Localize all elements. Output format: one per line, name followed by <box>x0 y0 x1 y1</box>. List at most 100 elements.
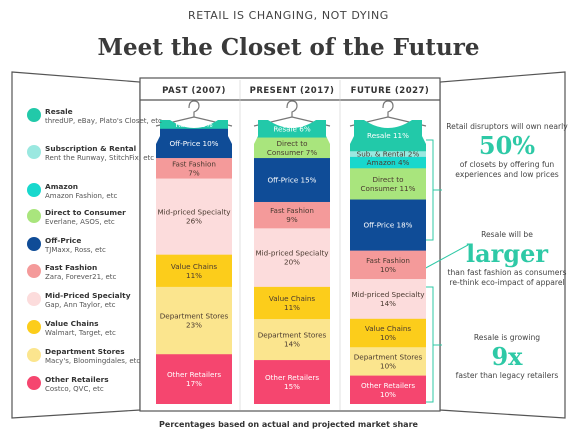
bar-segment <box>156 158 232 179</box>
data-label: Amazon 4% <box>367 158 410 167</box>
legend-name: Direct to Consumer <box>45 208 126 217</box>
data-label: Resale 6% <box>273 124 311 133</box>
legend-name: Fast Fashion <box>45 263 98 272</box>
data-label: Consumer 7% <box>267 148 318 157</box>
legend-dot <box>27 376 41 390</box>
legend-name: Off-Price <box>45 236 82 245</box>
bar-segment <box>254 137 330 159</box>
legend-name: Resale <box>45 107 73 116</box>
legend-name: Amazon <box>45 182 79 191</box>
bar-segment <box>156 254 232 288</box>
legend-dot <box>27 292 41 306</box>
bracket-50pct <box>426 139 442 241</box>
legend-desc: Everlane, ASOS, etc <box>45 218 115 226</box>
legend-desc: thredUP, eBay, Plato's Closet, etc <box>45 117 162 125</box>
data-label: Department Stores <box>258 331 327 340</box>
data-label: 10% <box>380 390 396 399</box>
data-label: 10% <box>380 333 396 342</box>
column-header-past: PAST (2007) <box>162 86 226 96</box>
bar-segment <box>254 286 330 320</box>
connector-larger <box>421 244 469 271</box>
data-label: 14% <box>380 299 396 308</box>
legend-desc: Costco, QVC, etc <box>45 385 104 393</box>
legend-dot <box>27 209 41 223</box>
legend-dot <box>27 320 41 334</box>
bar-segment <box>350 347 426 376</box>
hanger-hook <box>382 100 394 117</box>
data-label: Consumer 11% <box>361 184 416 193</box>
page-title: Meet the Closet of the Future <box>97 34 480 61</box>
legend-dot <box>27 145 41 159</box>
data-label: Department Stores <box>160 312 229 321</box>
legend-dot <box>27 108 41 122</box>
data-label: Other Retailers <box>167 370 221 379</box>
annotation-resale-growth: Resale is growing 9x faster than legacy … <box>442 333 572 381</box>
data-label: Value Chains <box>269 294 316 303</box>
bracket-9x <box>426 286 442 403</box>
data-label: Value Chains <box>171 262 218 271</box>
bar-segment <box>254 319 330 361</box>
legend-dot <box>27 264 41 278</box>
data-label: Other Retailers <box>361 381 415 390</box>
bar-segment <box>254 158 330 203</box>
data-label: 9% <box>286 215 298 224</box>
annotation-big: 9x <box>491 342 523 371</box>
bar-segment <box>350 318 426 348</box>
legend-name: Subscription & Rental <box>45 144 137 153</box>
annotation-post: faster than legacy retailers <box>455 371 559 380</box>
data-label: Direct to <box>372 175 403 184</box>
hanger-hook <box>188 100 200 117</box>
legend-name: Other Retailers <box>45 375 109 384</box>
bar-segment <box>254 201 330 229</box>
legend-dot <box>27 348 41 362</box>
data-label: 17% <box>186 379 202 388</box>
column-header-present: PRESENT (2017) <box>249 86 335 96</box>
bar-segment <box>156 354 232 404</box>
annotation-pre: Resale will be <box>481 230 533 239</box>
data-label: Mid-priced Specialty <box>157 208 231 217</box>
bar-segment <box>156 286 232 355</box>
data-label: Direct to <box>276 139 307 148</box>
data-label: Mid-priced Specialty <box>255 249 329 258</box>
legend-dot <box>27 237 41 251</box>
bar-segment <box>156 178 232 255</box>
legend-desc: Macy's, Bloomingdales, etc <box>45 357 141 365</box>
data-label: 10% <box>380 265 396 274</box>
data-label: 15% <box>284 382 300 391</box>
legend-desc: Amazon Fashion, etc <box>45 192 118 200</box>
legend-desc: Gap, Ann Taylor, etc <box>45 301 116 309</box>
subtitle: RETAIL IS CHANGING, NOT DYING <box>188 9 389 22</box>
data-label: Value Chains <box>365 324 412 333</box>
annotation-pre: Resale is growing <box>473 333 541 342</box>
bar-segment <box>350 156 426 169</box>
bar-segment <box>254 120 330 138</box>
annotation-pre: Retail disruptors will own nearly <box>446 122 568 131</box>
bar-segment <box>254 360 330 404</box>
data-label: 10% <box>380 361 396 370</box>
legend-name: Mid-Priced Specialty <box>45 291 131 300</box>
bar-segment <box>350 375 426 404</box>
column-header-future: FUTURE (2027) <box>350 86 430 96</box>
data-label: 11% <box>284 303 300 312</box>
bar-segment <box>350 151 426 158</box>
annotation-disruptors: Retail disruptors will own nearly 50% of… <box>442 122 572 180</box>
legend-desc: Rent the Runway, StitchFix, etc <box>45 154 155 162</box>
annotation-resale-larger: Resale will be larger than fast fashion … <box>442 230 572 288</box>
legend-dot <box>27 183 41 197</box>
data-label: 7% <box>188 168 200 177</box>
annotation-post: than fast fashion as consumers re-think … <box>447 268 567 287</box>
bar-segment <box>350 199 426 251</box>
data-label: Fast Fashion <box>172 159 216 168</box>
data-label: Other Retailers <box>265 373 319 382</box>
legend-desc: Zara, Forever21, etc <box>45 273 117 281</box>
data-label: 11% <box>186 271 202 280</box>
footnote: Percentages based on actual and projecte… <box>159 420 418 429</box>
bar-segment <box>156 128 232 159</box>
bar-segment <box>350 279 426 320</box>
data-label: 23% <box>186 321 202 330</box>
legend-desc: TJMaxx, Ross, etc <box>45 246 106 254</box>
annotation-post: of closets by offering fun experiences a… <box>455 160 559 179</box>
data-label: Fast Fashion <box>366 256 410 265</box>
data-label: Resale 3% <box>175 120 213 129</box>
